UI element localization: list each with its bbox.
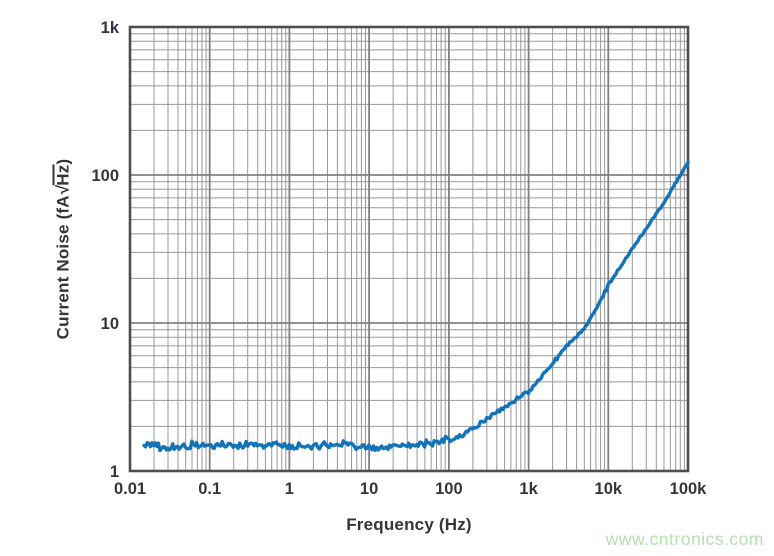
y-axis-title-overline-text: Hz: [52, 164, 73, 186]
y-axis-title: Current Noise (fA√Hz): [52, 158, 74, 340]
svg-text:1k: 1k: [101, 19, 120, 37]
svg-text:10k: 10k: [595, 480, 623, 498]
sqrt-symbol: √: [53, 184, 73, 195]
svg-text:1: 1: [285, 480, 294, 498]
svg-text:100: 100: [435, 480, 463, 498]
svg-text:0.01: 0.01: [114, 480, 146, 498]
y-axis-title-text: Current Noise (fA: [53, 195, 73, 340]
y-axis-title-suffix: ): [53, 158, 73, 165]
svg-text:100k: 100k: [670, 480, 708, 498]
svg-text:1k: 1k: [519, 480, 538, 498]
svg-text:10: 10: [101, 315, 119, 333]
watermark: www.cntronics.com: [605, 529, 764, 549]
svg-text:1: 1: [110, 463, 119, 481]
svg-text:100: 100: [91, 167, 119, 185]
x-axis-title: Frequency (Hz): [346, 515, 472, 534]
svg-text:0.1: 0.1: [198, 480, 221, 498]
svg-text:10: 10: [360, 480, 378, 498]
